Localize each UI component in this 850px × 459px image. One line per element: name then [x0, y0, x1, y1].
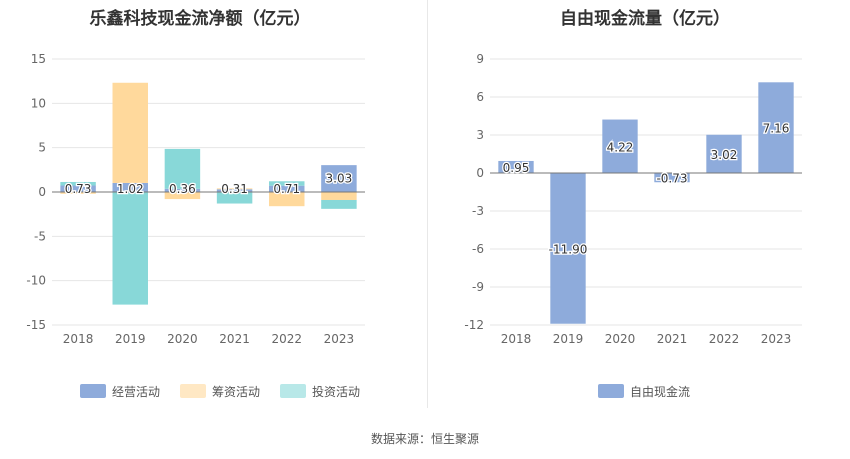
x-tick-label: 2021: [657, 332, 688, 346]
bar-投资活动: [60, 181, 96, 186]
bar-经营活动: [112, 182, 148, 192]
bar-自由现金流: [758, 82, 794, 173]
x-tick-label: 2020: [167, 332, 198, 346]
x-tick-label: 2023: [324, 332, 355, 346]
data-label: 3.03: [326, 172, 353, 186]
x-tick-label: 2018: [501, 332, 532, 346]
bar-投资活动: [216, 192, 253, 204]
y-tick-label: -10: [26, 274, 46, 288]
data-label: 0.36: [169, 182, 196, 196]
data-label: 3.02: [711, 148, 738, 162]
bar-投资活动: [321, 199, 357, 209]
y-tick-label: -5: [34, 229, 46, 243]
bar-自由现金流: [654, 173, 690, 183]
y-tick-label: 10: [31, 96, 46, 110]
data-label: -0.73: [656, 172, 687, 186]
data-label: 1.02: [117, 182, 144, 196]
data-label: 7.16: [763, 122, 790, 136]
y-tick-label: -12: [464, 318, 484, 332]
y-tick-label: 0: [476, 166, 484, 180]
bar-经营活动: [216, 189, 253, 192]
bar-经营活动: [60, 185, 96, 192]
x-tick-label: 2018: [63, 332, 94, 346]
bar-筹资活动: [112, 82, 148, 183]
bar-经营活动: [321, 165, 357, 192]
left-chart-title: 乐鑫科技现金流净额（亿元）: [89, 9, 311, 29]
data-label: 0.31: [221, 182, 248, 196]
legend-label: 自由现金流: [630, 384, 690, 399]
bar-自由现金流: [706, 134, 742, 173]
y-tick-label: 0: [38, 185, 46, 199]
y-tick-label: 6: [476, 90, 484, 104]
data-label: 0.95: [503, 161, 530, 175]
x-tick-label: 2022: [271, 332, 302, 346]
bar-筹资活动: [216, 188, 253, 190]
x-tick-label: 2019: [553, 332, 584, 346]
bar-筹资活动: [164, 192, 201, 200]
bar-自由现金流: [550, 173, 586, 324]
y-tick-label: -3: [472, 204, 484, 218]
legend-label: 筹资活动: [212, 385, 260, 399]
data-label: -11.90: [549, 242, 588, 256]
bar-筹资活动: [269, 192, 305, 207]
data-label: 0.71: [273, 182, 300, 196]
y-tick-label: 9: [476, 52, 484, 66]
data-source-note: 数据来源：恒生聚源: [370, 432, 479, 446]
y-tick-label: 3: [476, 128, 484, 142]
bar-投资活动: [112, 192, 148, 305]
x-tick-label: 2023: [761, 332, 792, 346]
data-label: 0.73: [65, 182, 92, 196]
legend-label: 经营活动: [112, 385, 160, 399]
x-tick-label: 2021: [219, 332, 250, 346]
bar-自由现金流: [498, 160, 534, 173]
x-tick-label: 2022: [709, 332, 740, 346]
x-tick-label: 2019: [115, 332, 146, 346]
legend-swatch-经营活动: [80, 384, 106, 398]
y-tick-label: -6: [472, 242, 484, 256]
y-tick-label: -15: [26, 318, 46, 332]
y-tick-label: -9: [472, 280, 484, 294]
data-label: 4.22: [607, 140, 634, 154]
bar-筹资活动: [60, 192, 96, 194]
bar-经营活动: [269, 185, 305, 192]
bar-经营活动: [164, 188, 201, 192]
bar-自由现金流: [602, 119, 638, 173]
chart-divider: [427, 0, 428, 408]
legend-swatch-投资活动: [280, 384, 306, 398]
x-tick-label: 2020: [605, 332, 636, 346]
legend-swatch-筹资活动: [180, 384, 206, 398]
y-tick-label: 5: [38, 141, 46, 155]
legend-swatch-自由现金流: [598, 384, 624, 398]
bar-投资活动: [269, 181, 305, 186]
y-tick-label: 15: [31, 52, 46, 66]
bar-筹资活动: [321, 192, 357, 200]
bar-投资活动: [164, 148, 201, 189]
legend-label: 投资活动: [312, 384, 360, 399]
right-chart-title: 自由现金流量（亿元）: [560, 9, 730, 29]
